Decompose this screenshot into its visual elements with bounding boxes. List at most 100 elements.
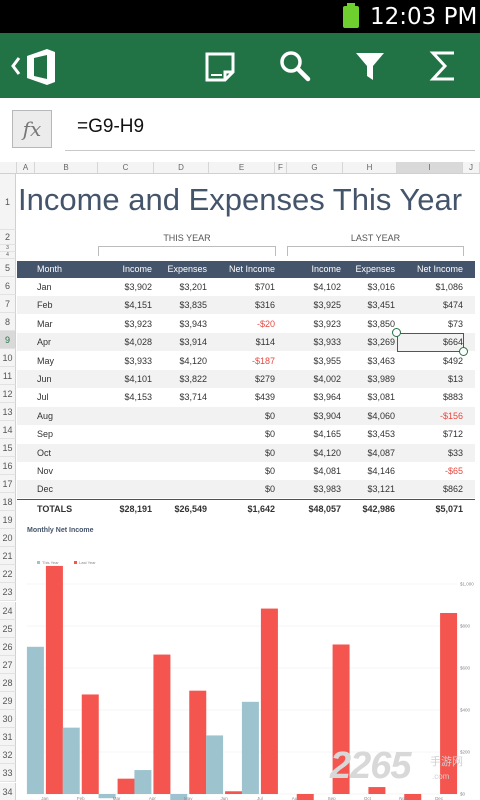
table-cell-month[interactable]: Feb [37,300,53,311]
table-cell[interactable]: $3,822 [179,374,207,384]
row-header[interactable]: 7 [0,295,16,313]
row-header[interactable]: 10 [0,349,16,367]
column-header-g[interactable]: G [287,162,343,174]
this-year-label[interactable]: THIS YEAR [163,233,211,243]
table-cell[interactable]: $4,151 [124,300,152,311]
table-cell[interactable]: $3,463 [367,355,395,366]
header-expenses-this-year[interactable]: Expenses [167,264,207,274]
chart-bar-last-year-dec[interactable] [440,612,458,794]
table-cell-month[interactable]: Oct [37,447,52,458]
autosum-button[interactable] [418,33,468,98]
table-cell[interactable]: $3,081 [367,392,395,403]
table-cell[interactable]: $3,201 [179,282,207,292]
row-header[interactable]: 15 [0,439,16,457]
table-cell-month[interactable]: Aug [37,410,54,421]
chart-bar-last-year-jun[interactable] [225,791,243,794]
table-cell[interactable]: $3,989 [367,374,395,384]
row-header[interactable]: 9 [0,331,16,349]
table-cell-month[interactable]: Dec [37,484,54,495]
table-cell-month[interactable]: Sep [37,429,54,440]
sheet-title[interactable]: Income and Expenses This Year [18,182,463,217]
table-cell[interactable]: $4,060 [367,410,395,421]
header-net-income-this-year[interactable]: Net Income [228,264,275,274]
header-expenses-last-year[interactable]: Expenses [355,264,395,274]
table-cell-month[interactable]: Jan [37,282,52,292]
totals-expenses-last-year[interactable]: $42,986 [362,504,395,514]
row-header[interactable]: 5 [0,259,16,277]
table-cell[interactable]: $316 [254,300,275,311]
row-header[interactable]: 6 [0,277,16,295]
selection-handle-end[interactable] [459,347,468,356]
table-cell[interactable]: $0 [264,410,275,421]
table-cell[interactable]: $0 [264,484,275,495]
table-cell[interactable]: -$187 [251,355,275,366]
table-cell[interactable]: -$156 [439,410,463,421]
monthly-net-income-chart[interactable]: Monthly Net Income $0 $200 $400 $600 $800 $1,… [17,519,480,800]
table-cell[interactable]: $3,964 [313,392,341,403]
table-cell[interactable]: $1,086 [435,282,463,292]
totals-expenses-this-year[interactable]: $26,549 [174,504,207,514]
row-header[interactable]: 4 [0,252,16,259]
search-button[interactable] [270,33,320,98]
chart-bar-last-year-may[interactable] [189,690,207,794]
chart-bar-this-year-mar[interactable] [98,794,116,799]
row-header[interactable]: 32 [0,746,16,765]
row-header[interactable]: 30 [0,710,16,729]
table-cell[interactable]: $3,453 [367,429,395,440]
table-cell[interactable]: $0 [264,429,275,440]
table-cell[interactable]: $4,165 [313,429,341,440]
row-header[interactable]: 22 [0,565,16,584]
table-cell-month[interactable]: Mar [37,318,53,329]
table-cell[interactable]: $33 [447,447,463,458]
table-cell[interactable]: $3,923 [313,318,341,329]
table-cell[interactable]: $3,121 [367,484,395,495]
row-header[interactable]: 1 [0,174,16,230]
table-cell[interactable]: $13 [447,374,463,384]
table-cell[interactable]: $4,102 [313,282,341,292]
formula-input[interactable]: =G9-H9 [77,116,145,137]
chart-bar-last-year-aug[interactable] [296,794,314,800]
row-header[interactable]: 24 [0,601,16,620]
row-header[interactable]: 3 [0,245,16,252]
row-header[interactable]: 16 [0,457,16,475]
table-cell[interactable]: $712 [442,429,463,440]
table-cell[interactable]: $3,016 [367,282,395,292]
table-cell[interactable]: $0 [264,466,275,476]
totals-label[interactable]: TOTALS [37,504,73,514]
row-header[interactable]: 23 [0,583,16,602]
row-header[interactable]: 12 [0,385,16,403]
table-cell[interactable]: $3,451 [367,300,395,311]
column-header-a[interactable]: A [17,162,35,174]
row-header[interactable]: 25 [0,619,16,638]
row-header[interactable]: 11 [0,367,16,385]
table-cell[interactable]: $4,101 [124,374,152,384]
totals-net-last-year[interactable]: $5,071 [435,504,463,514]
chart-bar-last-year-feb[interactable] [81,694,99,794]
row-header[interactable]: 34 [0,782,16,800]
table-cell[interactable]: $492 [442,355,463,366]
table-cell[interactable]: $3,904 [313,410,341,421]
table-cell[interactable]: $279 [254,374,275,384]
table-cell[interactable]: $4,153 [124,392,152,403]
totals-income-this-year[interactable]: $28,191 [119,504,152,514]
table-cell[interactable]: $3,902 [124,282,152,292]
table-cell[interactable]: $3,714 [179,392,207,403]
header-month[interactable]: Month [37,264,63,274]
chart-bar-last-year-nov[interactable] [404,794,422,800]
table-cell[interactable]: $3,933 [124,355,152,366]
row-header[interactable]: 27 [0,655,16,674]
table-cell[interactable]: $3,943 [179,318,207,329]
chart-bar-this-year-apr[interactable] [134,770,152,794]
row-header[interactable]: 8 [0,313,16,331]
row-header[interactable]: 14 [0,421,16,439]
totals-income-last-year[interactable]: $48,057 [308,504,341,514]
table-cell[interactable]: -$20 [256,318,275,329]
table-cell-month[interactable]: Apr [37,337,52,348]
table-cell[interactable]: $4,002 [313,374,341,384]
table-cell[interactable]: $3,983 [313,484,341,495]
chart-bar-last-year-apr[interactable] [153,654,171,794]
table-cell[interactable]: $4,146 [367,466,395,476]
table-cell-month[interactable]: Jul [37,392,49,403]
selected-cell-i9[interactable] [397,333,464,352]
header-net-income-last-year[interactable]: Net Income [416,264,463,274]
